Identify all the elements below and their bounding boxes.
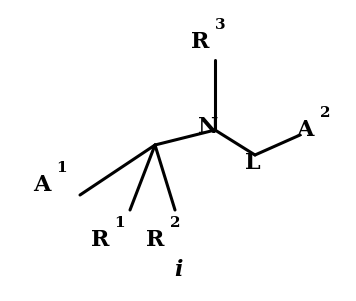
Text: A: A [33,174,51,196]
Text: N: N [198,116,218,138]
Text: i: i [174,259,182,281]
Text: 2: 2 [170,216,180,230]
Text: 3: 3 [215,18,225,32]
Text: R: R [146,229,164,251]
Text: 1: 1 [57,161,67,175]
Text: L: L [245,152,261,174]
Text: A: A [296,119,314,141]
Text: 2: 2 [320,106,330,120]
Text: R: R [91,229,109,251]
Text: 1: 1 [115,216,125,230]
Text: R: R [191,31,209,53]
